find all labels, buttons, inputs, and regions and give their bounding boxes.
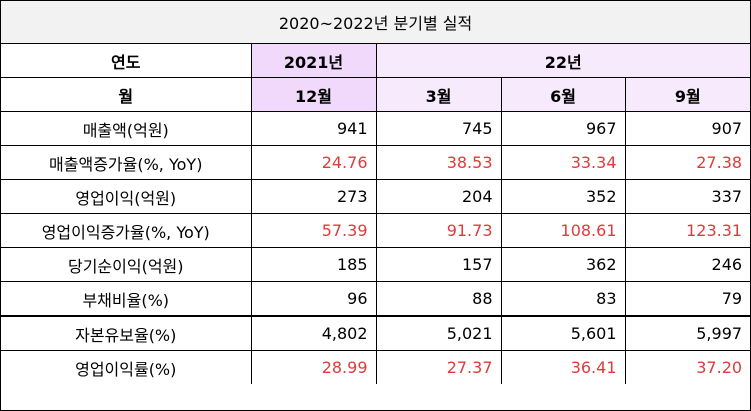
value-cell: 96 <box>250 281 377 317</box>
year-2022-header: 22년 <box>375 43 751 78</box>
value-cell: 745 <box>375 111 502 146</box>
value-cell: 28.99 <box>250 350 377 384</box>
value-cell: 79 <box>624 281 751 317</box>
month-header-cell: 3월 <box>375 77 502 112</box>
table-row: 당기순이익(억원) 185 157 362 246 <box>1 247 751 282</box>
row-label: 영업이익(억원) <box>1 179 252 214</box>
value-cell: 362 <box>500 247 626 282</box>
value-cell: 337 <box>624 179 751 214</box>
row-label: 당기순이익(억원) <box>1 247 252 282</box>
value-cell: 5,021 <box>375 315 502 351</box>
value-cell: 123.31 <box>624 213 751 248</box>
table-row: 영업이익률(%) 28.99 27.37 36.41 37.20 <box>1 350 751 384</box>
month-header-label: 월 <box>1 77 252 112</box>
value-cell: 204 <box>375 179 502 214</box>
row-label: 부채비율(%) <box>1 281 252 317</box>
value-cell: 57.39 <box>250 213 377 248</box>
value-cell: 246 <box>624 247 751 282</box>
row-label: 자본유보율(%) <box>1 315 252 351</box>
row-label: 영업이익증가율(%, YoY) <box>1 213 252 248</box>
value-cell: 907 <box>624 111 751 146</box>
value-cell: 157 <box>375 247 502 282</box>
value-cell: 4,802 <box>250 315 377 351</box>
row-label: 매출액(억원) <box>1 111 252 146</box>
row-label: 영업이익률(%) <box>1 350 252 384</box>
table-row: 매출액증가율(%, YoY) 24.76 38.53 33.34 27.38 <box>1 145 751 180</box>
value-cell: 37.20 <box>624 350 751 384</box>
month-header-row: 월 12월 3월 6월 9월 <box>1 77 751 112</box>
value-cell: 352 <box>500 179 626 214</box>
table-row: 부채비율(%) 96 88 83 79 <box>1 281 751 317</box>
month-header-cell: 9월 <box>624 77 751 112</box>
quarterly-performance-table: 2020~2022년 분기별 실적 연도 2021년 22년 월 12월 3월 … <box>1 1 751 384</box>
value-cell: 91.73 <box>375 213 502 248</box>
year-header-row: 연도 2021년 22년 <box>1 43 751 78</box>
value-cell: 33.34 <box>500 145 626 180</box>
value-cell: 967 <box>500 111 626 146</box>
value-cell: 24.76 <box>250 145 377 180</box>
value-cell: 108.61 <box>500 213 626 248</box>
table-title: 2020~2022년 분기별 실적 <box>1 1 751 44</box>
value-cell: 27.37 <box>375 350 502 384</box>
month-header-cell: 12월 <box>250 77 377 112</box>
table-title-row: 2020~2022년 분기별 실적 <box>1 1 751 44</box>
value-cell: 273 <box>250 179 377 214</box>
value-cell: 88 <box>375 281 502 317</box>
month-header-cell: 6월 <box>500 77 626 112</box>
table-row: 자본유보율(%) 4,802 5,021 5,601 5,997 <box>1 315 751 351</box>
year-2021-header: 2021년 <box>250 43 377 78</box>
table-row: 영업이익증가율(%, YoY) 57.39 91.73 108.61 123.3… <box>1 213 751 248</box>
value-cell: 941 <box>250 111 377 146</box>
value-cell: 38.53 <box>375 145 502 180</box>
row-label: 매출액증가율(%, YoY) <box>1 145 252 180</box>
table-row: 매출액(억원) 941 745 967 907 <box>1 111 751 146</box>
value-cell: 5,601 <box>500 315 626 351</box>
value-cell: 185 <box>250 247 377 282</box>
value-cell: 83 <box>500 281 626 317</box>
year-header-label: 연도 <box>1 43 252 78</box>
value-cell: 36.41 <box>500 350 626 384</box>
value-cell: 27.38 <box>624 145 751 180</box>
table-row: 영업이익(억원) 273 204 352 337 <box>1 179 751 214</box>
value-cell: 5,997 <box>624 315 751 351</box>
